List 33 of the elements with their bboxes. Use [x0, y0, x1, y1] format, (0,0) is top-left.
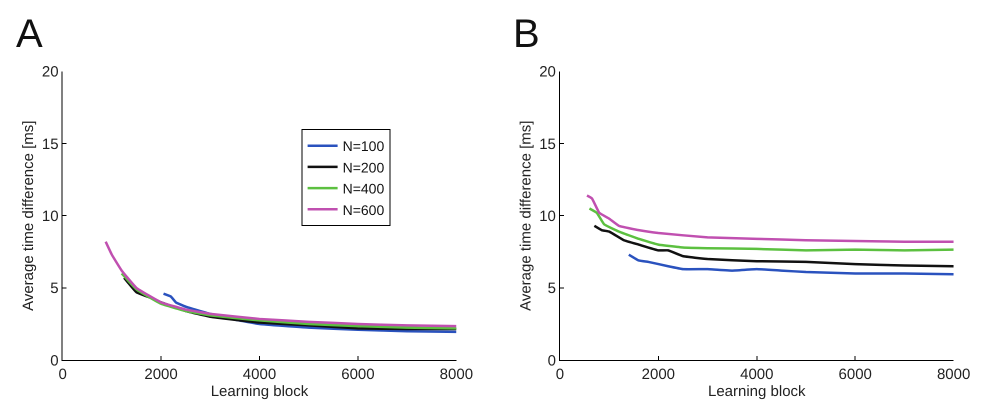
y-tick-label: 20: [42, 64, 59, 81]
x-tick-label: 4000: [242, 366, 276, 384]
x-tick-label: 8000: [936, 366, 970, 384]
y-tick-label: 15: [42, 136, 59, 153]
x-tick-label: 2000: [144, 366, 178, 384]
x-axis-title: Learning block: [210, 383, 309, 400]
x-tick-label: 6000: [341, 366, 375, 384]
line-series: [104, 240, 456, 328]
y-tick-label: 10: [539, 208, 556, 225]
legend-label: N=600: [342, 202, 384, 218]
legend-label: N=200: [342, 159, 384, 176]
line-series: [588, 207, 954, 252]
y-tick-label: 5: [548, 280, 556, 298]
y-axis-title: Average time difference [ms]: [20, 120, 38, 311]
legend-label: N=400: [342, 180, 384, 197]
y-tick-label: 15: [539, 136, 556, 153]
line-series: [628, 253, 954, 276]
y-tick-label: 0: [548, 352, 556, 370]
x-tick-label: 8000: [440, 366, 474, 384]
x-axis-title: Learning block: [708, 383, 806, 400]
legend-label: N=100: [342, 138, 384, 154]
y-tick-label: 5: [50, 280, 59, 298]
y-tick-label: 20: [539, 64, 556, 81]
x-tick-label: 6000: [838, 366, 872, 384]
x-tick-label: 2000: [642, 366, 676, 384]
x-tick-label: 4000: [740, 366, 774, 384]
chart-title: A: [16, 12, 43, 56]
y-axis-title: Average time difference [ms]: [517, 120, 534, 311]
line-series: [586, 194, 954, 243]
line-series: [593, 224, 954, 268]
chart-title: B: [513, 12, 540, 56]
y-tick-label: 0: [50, 352, 59, 370]
y-tick-label: 10: [42, 208, 59, 225]
